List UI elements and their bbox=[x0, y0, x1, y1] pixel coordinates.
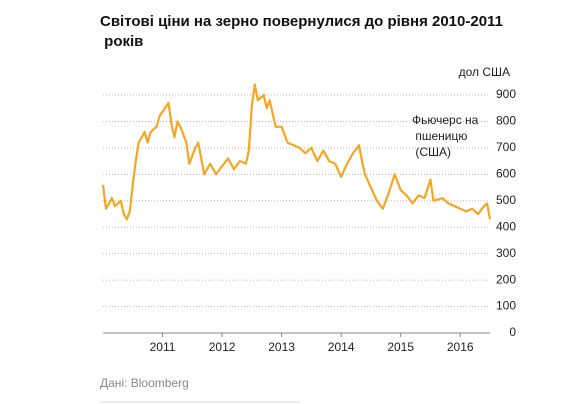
x-tick-label: 2016 bbox=[447, 340, 474, 354]
y-tick-label: 100 bbox=[496, 299, 516, 313]
y-tick-label: 200 bbox=[496, 272, 516, 286]
source: Дані: Bloomberg bbox=[100, 376, 189, 390]
x-tick-label: 2015 bbox=[387, 340, 414, 354]
y-tick-label: 900 bbox=[496, 87, 516, 101]
y-tick-label: 700 bbox=[496, 140, 516, 154]
y-tick-label: 500 bbox=[496, 193, 516, 207]
series-line bbox=[101, 83, 492, 221]
y-unit: дол США bbox=[459, 65, 510, 79]
y-tick-label: 400 bbox=[496, 219, 516, 233]
x-tick-label: 2014 bbox=[328, 340, 355, 354]
chart-title: Світові ціни на зерно повернулися до рів… bbox=[100, 13, 503, 50]
x-tick-label: 2013 bbox=[268, 340, 295, 354]
x-tick-label: 2012 bbox=[209, 340, 236, 354]
y-tick-label: 300 bbox=[496, 246, 516, 260]
x-tick-label: 2011 bbox=[150, 340, 176, 354]
y-tick-label: 800 bbox=[496, 114, 516, 128]
annotation: Фьючерс на пшеницю (США) bbox=[412, 113, 479, 159]
y-tick-label: 0 bbox=[509, 325, 516, 339]
y-tick-label: 600 bbox=[496, 167, 516, 181]
